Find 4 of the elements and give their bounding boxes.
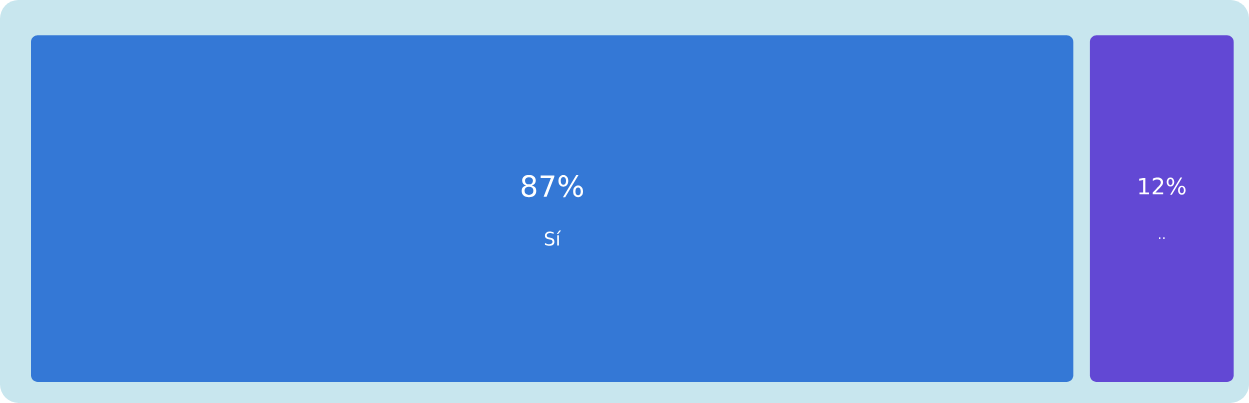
category-label: Sí <box>544 230 562 246</box>
data-label: 87% <box>521 175 584 198</box>
data-label: 12% <box>1139 177 1186 195</box>
category-label: .. <box>1158 237 1165 239</box>
